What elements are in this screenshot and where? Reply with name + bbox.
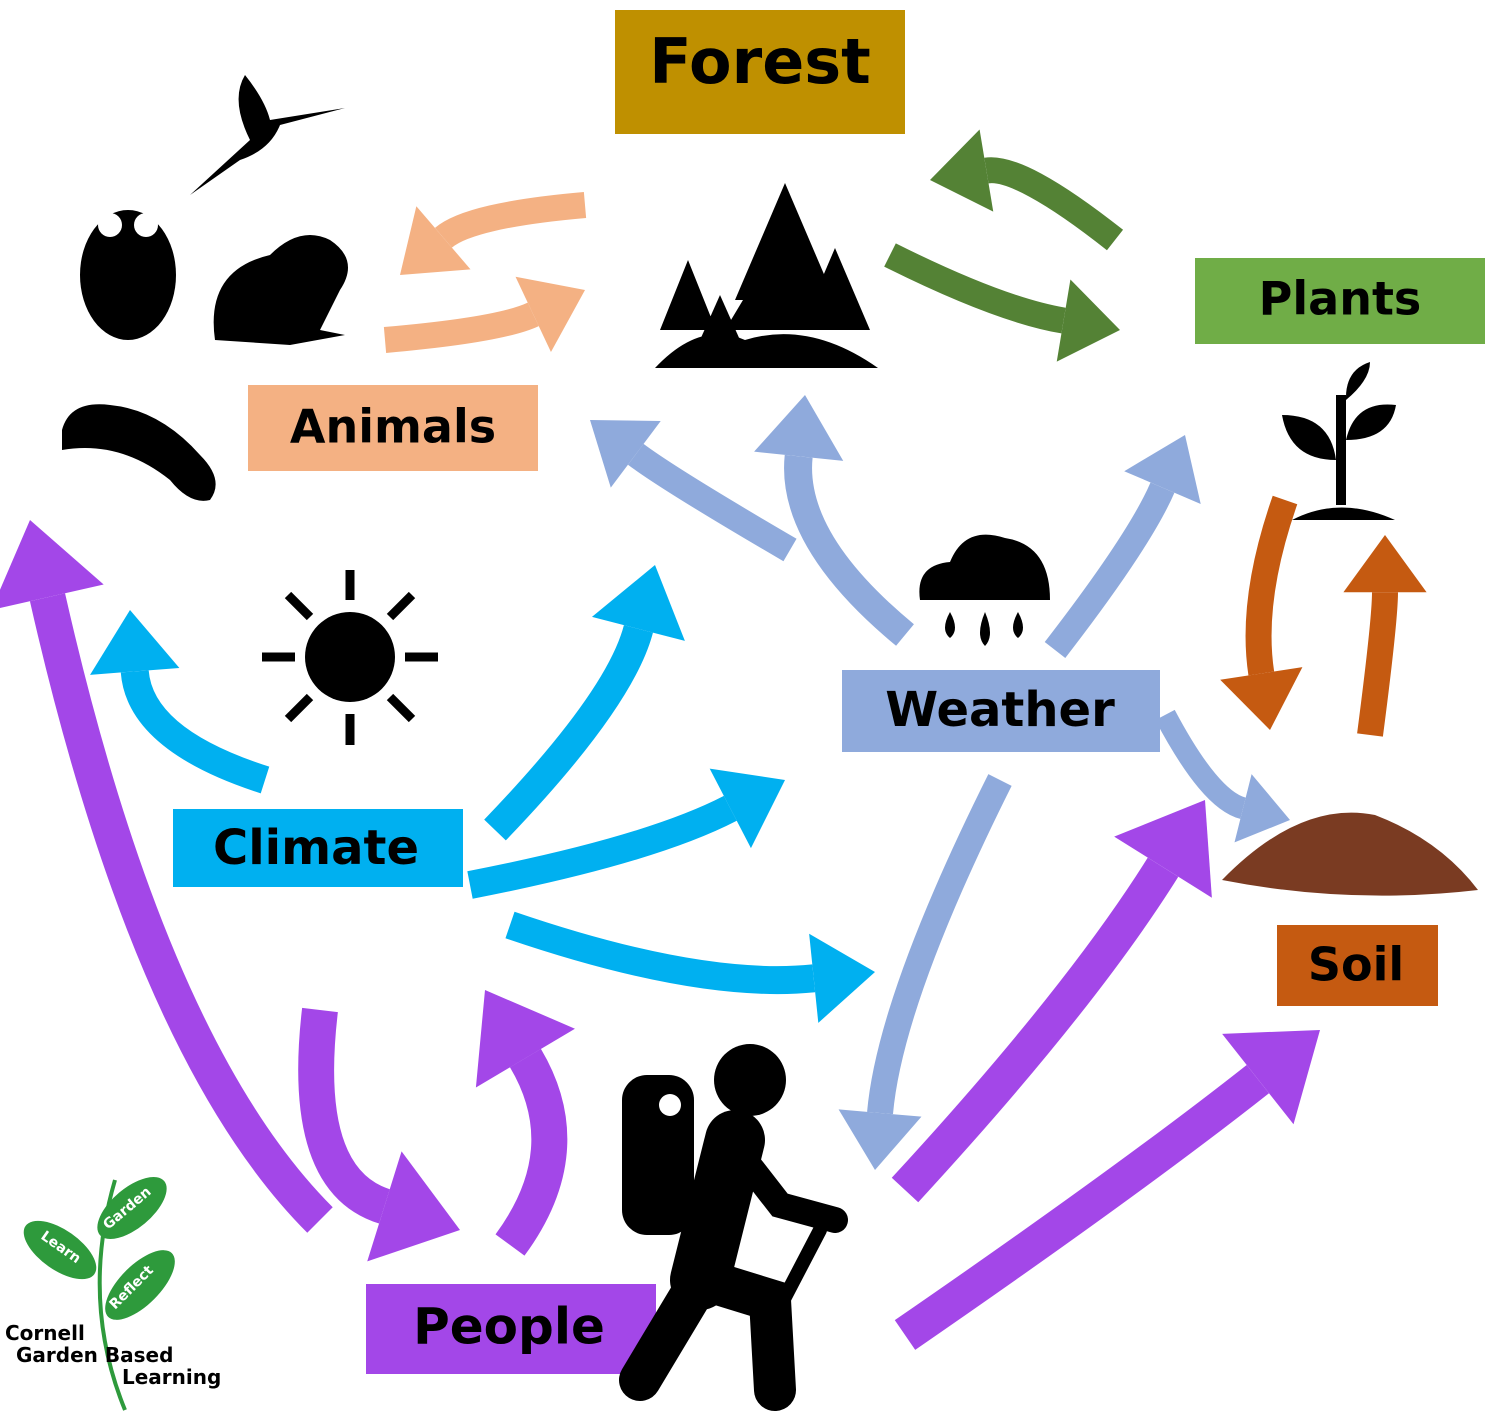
arrow-head [930,130,993,212]
animals-label: Animals [290,400,496,454]
arrow-shaft [986,170,1115,240]
sun-icon [262,570,438,745]
arrow-shaft [798,456,905,635]
logo-line: Cornell [5,1321,85,1345]
plant-icon [1282,362,1396,520]
forest-icon [655,183,878,368]
people-label: People [413,1298,605,1356]
arrow-head [754,395,843,461]
forest-label: Forest [649,25,871,98]
page: {"nodes": [ {"label": "Forest"}, {"label… [0,0,1486,1411]
arrow-shaft [316,1010,384,1206]
hiker-icon [622,1044,835,1390]
plants-label: Plants [1259,272,1422,326]
arrow-head [90,610,179,675]
arrow-shaft [510,1058,549,1245]
weather-label: Weather [885,682,1115,738]
logo-line: Learning [122,1365,221,1389]
arrow-shaft [495,629,638,830]
arrow-shaft [1165,715,1243,808]
arrow-shaft [890,255,1064,321]
arrow-shaft [443,205,585,238]
arrow-shaft [636,454,790,550]
soil-label: Soil [1308,938,1404,992]
arrow-shaft [1370,592,1385,735]
arrow-shaft [1259,500,1285,673]
weather-icon [919,535,1050,646]
climate-label: Climate [213,820,419,876]
logo-line: Garden Based [16,1343,173,1367]
diagram: Forest Animals Plants Weather Climate So… [0,0,1486,1411]
arrow-shaft [1055,488,1162,650]
logo: Learn Garden Reflect Cornell Garden Base… [5,1166,221,1410]
arrow-shaft [880,780,1000,1113]
arrow-head [1343,535,1426,592]
arrow-shaft [47,597,320,1220]
arrow-head [809,934,875,1023]
arrow-shaft [385,314,533,340]
arrow-head [1057,280,1120,362]
arrow-head [1220,667,1302,730]
arrow-shaft [510,925,814,980]
arrow-shaft [135,671,265,780]
